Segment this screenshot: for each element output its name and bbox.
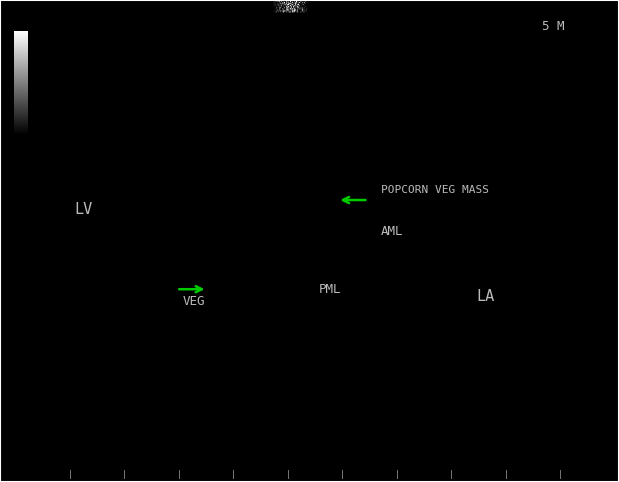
Text: 5 M: 5 M [542,20,564,33]
Text: LA: LA [477,289,495,304]
Text: LV: LV [74,202,92,217]
Text: PML: PML [319,283,341,295]
Text: AML: AML [381,225,403,238]
Text: VEG: VEG [183,295,205,308]
Text: POPCORN VEG MASS: POPCORN VEG MASS [381,186,488,195]
